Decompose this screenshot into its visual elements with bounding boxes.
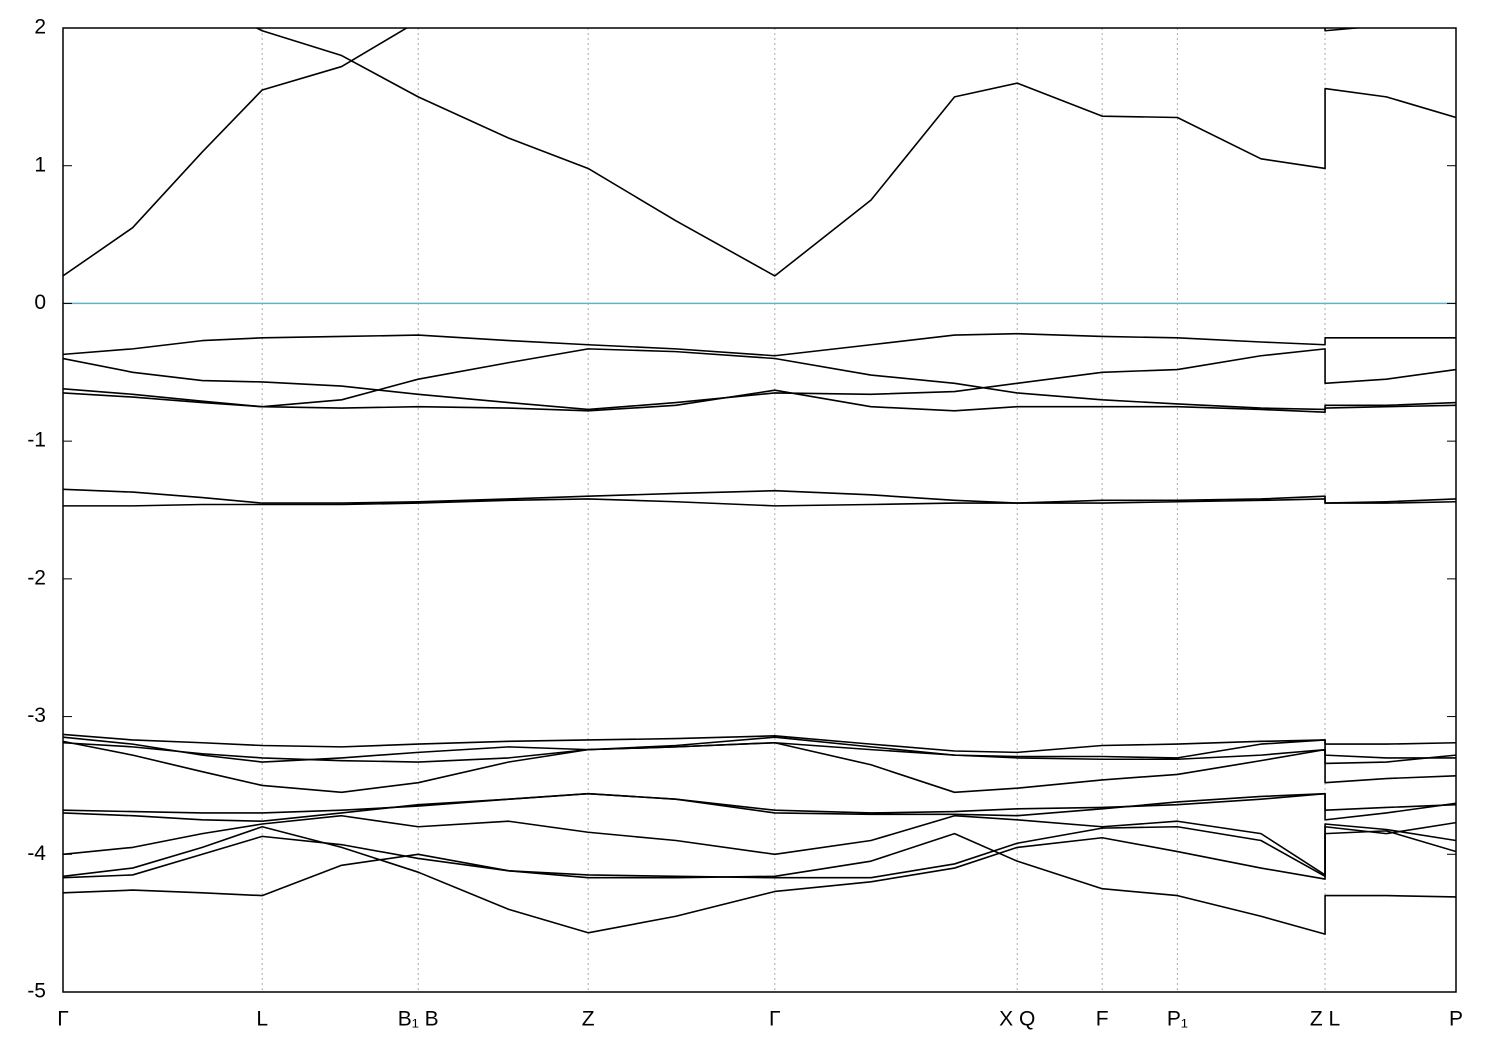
- y-tick-label: -4: [27, 842, 46, 865]
- band-line: [63, 498, 1456, 507]
- band-line: [63, 332, 1456, 357]
- bands: [63, 28, 1456, 935]
- x-tick-label: X Q: [999, 1008, 1035, 1031]
- band-line: [63, 821, 1456, 897]
- band-line: [63, 389, 1456, 414]
- x-tick-label: P: [1449, 1008, 1463, 1031]
- grid: [62, 28, 1457, 992]
- x-tick-label: B₁ B: [398, 1008, 439, 1031]
- x-tick-label: L: [256, 1008, 268, 1031]
- y-tick-label: -1: [27, 429, 46, 452]
- plot-frame: [62, 27, 1457, 993]
- band-line: [63, 28, 1365, 277]
- x-tick-label: P₁: [1167, 1008, 1188, 1031]
- band-line: [63, 741, 1456, 784]
- labels: -5 -4 -3 -2 -1 0 1 2 Γ L B₁ B Z Γ X Q F P₁ Z L P: [27, 16, 1463, 1031]
- y-tick-label: -5: [27, 980, 46, 1003]
- x-tick-label: F: [1096, 1008, 1109, 1031]
- band-line: [63, 736, 1456, 763]
- band-line: [63, 348, 1456, 411]
- x-tick-label: Γ: [57, 1008, 69, 1031]
- x-tick-label: Z: [582, 1008, 595, 1031]
- x-tick-label: Γ: [769, 1008, 781, 1031]
- band-line: [63, 814, 1456, 876]
- x-tick-label: Z L: [1310, 1008, 1340, 1031]
- y-tick-label: 1: [34, 153, 46, 176]
- band-line: [63, 348, 1456, 411]
- y-tick-label: -2: [27, 566, 46, 589]
- band-line: [63, 792, 1456, 823]
- band-line: [254, 28, 1456, 277]
- band-line: [63, 740, 1456, 794]
- band-line: [63, 825, 1456, 934]
- band-line: [63, 488, 1456, 504]
- y-tick-label: 2: [34, 16, 46, 39]
- y-tick-label: 0: [34, 291, 46, 314]
- y-tick-label: -3: [27, 704, 46, 727]
- band-line: [63, 832, 1456, 935]
